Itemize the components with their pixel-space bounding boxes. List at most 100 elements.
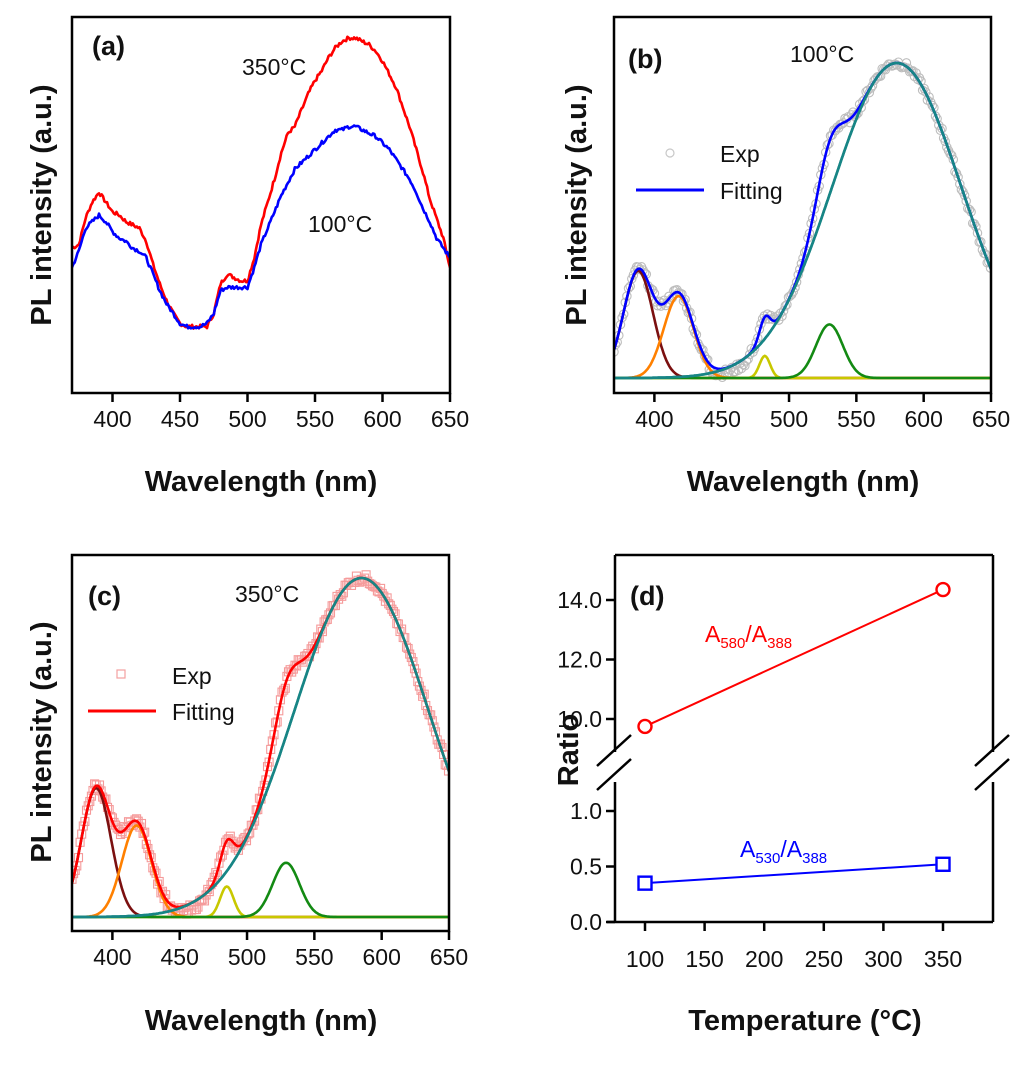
x-tick-label: 650 xyxy=(430,944,468,970)
legend-fitting-label: Fitting xyxy=(172,699,235,725)
panel-c-x-axis-title: Wavelength (nm) xyxy=(145,1005,378,1037)
exp-data-point xyxy=(870,73,881,84)
panel-c-frame xyxy=(70,553,451,933)
panel-b: 400 450 500 550 600 650 (b) 100°C Exp Fitting… xyxy=(561,15,1010,498)
panel-d-ticks: 0.0 0.5 1.0 10.0 12.0 14.0 100 150 200 250 300 350 xyxy=(557,587,962,972)
panel-c-legend: Exp Fitting xyxy=(88,663,235,725)
component-peak-388 xyxy=(614,269,991,380)
panel-a-plot-area xyxy=(72,35,450,330)
series-line-a530-a388 xyxy=(644,863,944,885)
exp-data-point xyxy=(199,896,210,906)
x-tick-label: 400 xyxy=(635,406,673,432)
series-label-a580-a388: A580/A388 xyxy=(705,621,792,652)
exp-data-point xyxy=(384,599,394,609)
y-tick-label: 12.0 xyxy=(557,647,602,673)
panel-a-x-axis-title: Wavelength (nm) xyxy=(145,466,378,498)
panel-b-label: (b) xyxy=(628,44,662,74)
legend-exp-marker-icon xyxy=(116,669,126,679)
component-peak-585 xyxy=(72,576,449,919)
x-tick-label: 500 xyxy=(770,406,808,432)
exp-data-point xyxy=(243,829,253,839)
legend-fitting-label: Fitting xyxy=(720,178,783,204)
panel-a-annotation-100c: 100°C xyxy=(308,211,372,237)
panel-d-label: (d) xyxy=(630,581,664,611)
panel-c-annotation-temperature: 350°C xyxy=(235,581,299,607)
exp-data-point xyxy=(193,902,203,912)
x-tick-label: 450 xyxy=(161,406,199,432)
panel-b-x-ticks: 400 450 500 550 600 650 xyxy=(635,393,1010,432)
series-label-separator: /A xyxy=(745,621,767,647)
data-point-a530-a388 xyxy=(935,856,951,872)
component-peak-580-overlay xyxy=(614,61,991,380)
experimental-points xyxy=(72,570,449,919)
x-tick-label: 600 xyxy=(363,406,401,432)
exp-data-point xyxy=(122,823,132,833)
series-label-a530-a388: A530/A388 xyxy=(740,836,827,867)
panel-c-y-axis-title: PL intensity (a.u.) xyxy=(26,621,58,862)
series-label-subscript: 388 xyxy=(767,635,792,652)
x-tick-label: 650 xyxy=(431,406,469,432)
panel-d-y-axis-title: Ratio xyxy=(553,714,585,787)
exp-data-point xyxy=(72,874,77,884)
panel-c-plot-area xyxy=(72,570,449,919)
series-line-350c xyxy=(72,35,450,330)
series-label-separator: /A xyxy=(780,836,802,862)
panel-a-x-ticks: 400 450 500 550 600 650 xyxy=(93,393,469,432)
exp-data-point xyxy=(224,834,234,844)
panel-b-frame xyxy=(612,15,993,395)
panel-c-x-ticks: 400 450 500 550 600 650 xyxy=(93,931,468,970)
y-tick-label: 10.0 xyxy=(557,706,602,732)
x-tick-label: 500 xyxy=(228,406,266,432)
exp-data-point xyxy=(301,651,311,661)
component-peak-529 xyxy=(72,861,449,919)
x-tick-label: 200 xyxy=(745,946,783,972)
series-label-subscript: 530 xyxy=(755,850,780,867)
x-tick-label: 550 xyxy=(296,406,334,432)
x-tick-label: 300 xyxy=(864,946,902,972)
x-tick-label: 450 xyxy=(703,406,741,432)
panel-b-x-axis-title: Wavelength (nm) xyxy=(687,466,920,498)
panel-b-y-axis-title: PL intensity (a.u.) xyxy=(561,84,593,325)
axis-break-mark-icon xyxy=(974,758,1010,791)
panel-a-frame xyxy=(70,15,452,395)
exp-data-point xyxy=(379,591,389,601)
component-peak-485 xyxy=(72,885,449,919)
data-point-a530-a388 xyxy=(637,875,653,891)
x-tick-label: 500 xyxy=(228,944,266,970)
panel-b-annotation-temperature: 100°C xyxy=(790,41,854,67)
x-tick-label: 150 xyxy=(685,946,723,972)
panel-d-frame xyxy=(596,553,1010,924)
series-line-100c xyxy=(72,124,450,330)
y-tick-label: 1.0 xyxy=(570,798,602,824)
axis-break-mark-icon xyxy=(974,734,1010,767)
panel-a-annotation-350c: 350°C xyxy=(242,54,306,80)
panel-a: 400 450 500 550 600 650 (a) 350°C 100°C Wavel… xyxy=(26,15,469,498)
x-tick-label: 250 xyxy=(805,946,843,972)
x-tick-label: 450 xyxy=(161,944,199,970)
exp-data-point xyxy=(780,301,791,311)
axis-break-mark-icon xyxy=(596,734,632,767)
x-tick-label: 650 xyxy=(972,406,1010,432)
data-point-a580-a388 xyxy=(935,581,951,598)
panel-a-y-axis-title: PL intensity (a.u.) xyxy=(26,84,58,325)
panel-c-label: (c) xyxy=(88,581,121,611)
y-tick-label: 0.0 xyxy=(570,909,602,935)
x-tick-label: 550 xyxy=(295,944,333,970)
series-line-a580-a388 xyxy=(644,588,944,728)
legend-exp-label: Exp xyxy=(720,141,760,167)
exp-data-point xyxy=(325,608,336,618)
exp-data-point xyxy=(322,614,332,624)
x-tick-label: 600 xyxy=(904,406,942,432)
panel-d-plot-area xyxy=(637,581,951,891)
axis-break-mark-icon xyxy=(596,758,632,791)
exp-data-point xyxy=(908,66,918,76)
x-tick-label: 600 xyxy=(362,944,400,970)
x-tick-label: 100 xyxy=(626,946,664,972)
y-tick-label: 0.5 xyxy=(570,854,602,880)
x-tick-label: 550 xyxy=(837,406,875,432)
y-tick-label: 14.0 xyxy=(557,587,602,613)
component-peak-585-overlay xyxy=(72,576,449,919)
panel-b-legend: Exp Fitting xyxy=(636,141,783,204)
